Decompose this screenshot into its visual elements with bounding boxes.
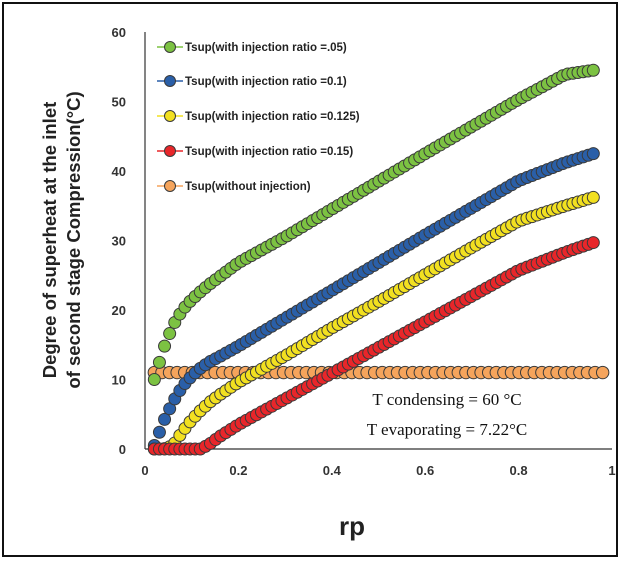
x-tick-label: 0.4 bbox=[323, 463, 342, 478]
x-tick-label: 1 bbox=[608, 463, 615, 478]
legend-label: Tsup(with injection ratio =.05) bbox=[185, 42, 347, 54]
legend-marker bbox=[164, 145, 176, 157]
x-tick-label: 0.8 bbox=[510, 463, 528, 478]
legend-marker bbox=[164, 75, 176, 87]
plot-area: 0 0.2 0.4 0.6 0.8 1 0 10 20 30 40 50 60 Tsup(with i… bbox=[112, 25, 616, 478]
series-2-point bbox=[586, 147, 600, 161]
legend-marker bbox=[164, 110, 176, 122]
y-tick-label: 60 bbox=[112, 25, 126, 40]
x-tick-label: 0.6 bbox=[416, 463, 434, 478]
y-tick-labels: 0 10 20 30 40 50 60 bbox=[112, 25, 126, 457]
y-tick-label: 10 bbox=[112, 373, 126, 388]
x-tick-label: 0 bbox=[141, 463, 148, 478]
legend: Tsup(with injection ratio =.05) Tsup(with… bbox=[157, 41, 360, 193]
y-tick-label: 40 bbox=[112, 164, 126, 179]
series-1-point bbox=[163, 327, 177, 341]
legend-entry-2: Tsup(with injection ratio =0.1) bbox=[157, 75, 347, 88]
annotation-condensing: T condensing = 60 °C bbox=[372, 390, 521, 409]
series-1-point bbox=[158, 339, 172, 353]
legend-label: Tsup(with injection ratio =0.15) bbox=[185, 146, 353, 158]
legend-marker bbox=[164, 41, 176, 53]
y-tick-label: 50 bbox=[112, 95, 126, 110]
legend-label: Tsup(without injection) bbox=[185, 181, 311, 193]
series-4 bbox=[147, 236, 600, 456]
legend-marker bbox=[164, 180, 176, 192]
y-axis-label-line2: of second stage Compression(°C) bbox=[63, 91, 84, 388]
series-1 bbox=[147, 63, 600, 386]
legend-entry-5: Tsup(without injection) bbox=[157, 180, 311, 193]
series-3 bbox=[147, 190, 600, 456]
series-2 bbox=[147, 147, 600, 453]
legend-entry-1: Tsup(with injection ratio =.05) bbox=[157, 41, 347, 54]
y-tick-label: 20 bbox=[112, 303, 126, 318]
legend-label: Tsup(with injection ratio =0.125) bbox=[185, 111, 360, 123]
series-1-point bbox=[152, 355, 166, 369]
legend-label: Tsup(with injection ratio =0.1) bbox=[185, 76, 347, 88]
series-2-point bbox=[152, 425, 166, 439]
x-tick-label: 0.2 bbox=[229, 463, 247, 478]
y-tick-label: 30 bbox=[112, 234, 126, 249]
y-tick-label: 0 bbox=[119, 442, 126, 457]
series-2-point bbox=[158, 412, 172, 426]
series-5 bbox=[147, 365, 610, 380]
annotation-evaporating: T evaporating = 7.22°C bbox=[367, 420, 528, 439]
x-tick-labels: 0 0.2 0.4 0.6 0.8 1 bbox=[141, 463, 615, 478]
series-3-point bbox=[586, 190, 600, 204]
series-1-point bbox=[147, 373, 161, 386]
series-1-point bbox=[586, 63, 600, 77]
legend-entry-3: Tsup(with injection ratio =0.125) bbox=[157, 110, 360, 123]
y-axis-label-line1: Degree of superheat at the inlet bbox=[39, 102, 60, 379]
series-5-point bbox=[595, 365, 610, 380]
x-axis-label: rp bbox=[339, 511, 365, 541]
data-series bbox=[147, 63, 610, 456]
series-4-point bbox=[586, 236, 600, 250]
legend-entry-4: Tsup(with injection ratio =0.15) bbox=[157, 145, 353, 158]
